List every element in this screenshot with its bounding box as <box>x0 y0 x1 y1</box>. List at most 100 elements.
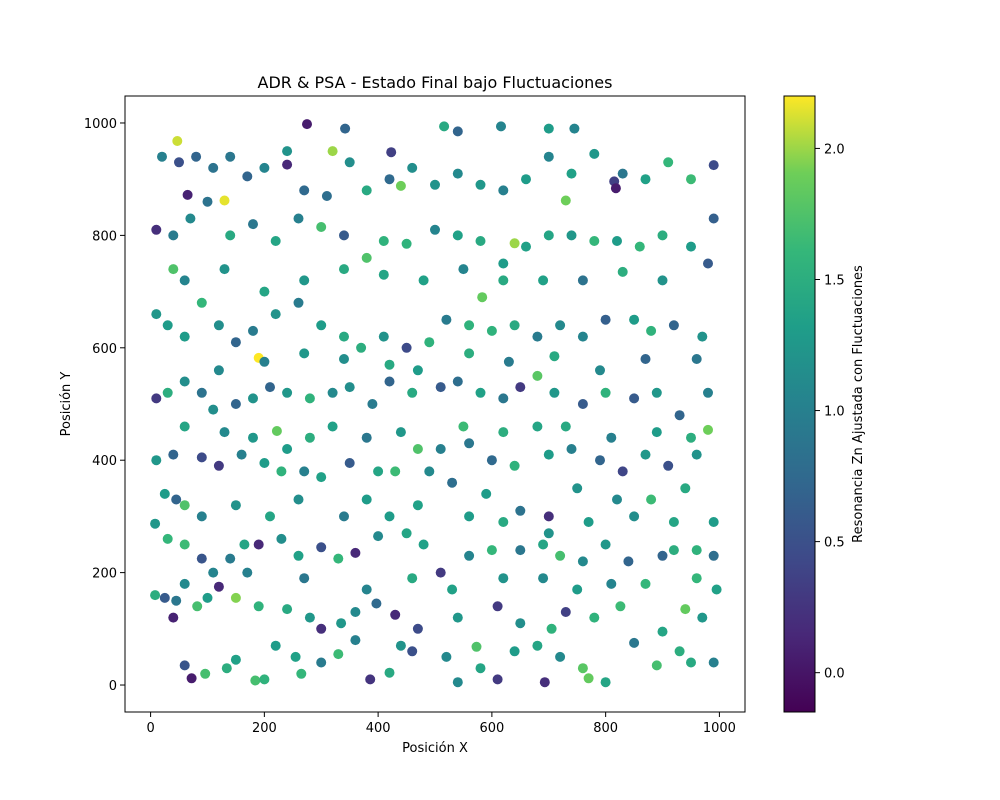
scatter-point-64 <box>452 612 463 623</box>
scatter-point-260 <box>549 351 560 362</box>
scatter-point-77 <box>171 494 182 505</box>
scatter-point-5 <box>509 238 520 249</box>
scatter-point-78 <box>179 500 190 511</box>
scatter-point-160 <box>151 309 162 320</box>
scatter-point-277 <box>703 258 713 269</box>
scatter-point-272 <box>498 275 509 286</box>
scatter-point-115 <box>299 466 310 477</box>
scatter-point-41 <box>213 581 224 592</box>
scatter-point-39 <box>708 657 719 668</box>
scatter-point-103 <box>640 578 651 589</box>
colorbar-tick-label: 1.5 <box>824 273 845 288</box>
scatter-point-173 <box>401 342 412 353</box>
scatter-point-116 <box>316 472 327 483</box>
scatter-point-110 <box>196 452 207 463</box>
scatter-point-25 <box>200 668 211 679</box>
scatter-point-83 <box>225 553 236 564</box>
scatter-point-206 <box>566 230 577 241</box>
scatter-point-235 <box>617 168 628 179</box>
scatter-point-279 <box>270 640 281 651</box>
scatter-point-141 <box>304 393 315 404</box>
scatter-point-281 <box>350 635 361 646</box>
scatter-point-179 <box>532 331 543 342</box>
scatter-point-52 <box>192 601 203 612</box>
scatter-point-88 <box>316 542 327 553</box>
scatter-point-223 <box>344 157 355 168</box>
scatter-point-319 <box>464 511 475 522</box>
scatter-point-85 <box>253 539 264 550</box>
scatter-point-273 <box>538 275 549 286</box>
scatter-point-316 <box>339 511 349 522</box>
x-tick-label: 1000 <box>703 721 736 736</box>
scatter-point-157 <box>651 387 662 398</box>
scatter-point-318 <box>412 500 423 511</box>
scatter-point-287 <box>674 646 685 657</box>
scatter-point-303 <box>304 432 315 443</box>
scatter-point-229 <box>475 179 486 190</box>
scatter-point-243 <box>424 466 435 477</box>
scatter-point-24 <box>186 673 197 684</box>
scatter-point-87 <box>293 550 304 561</box>
scatter-point-301 <box>219 427 230 438</box>
scatter-point-135 <box>196 387 207 398</box>
scatter-point-49 <box>159 592 170 603</box>
scatter-point-308 <box>532 421 543 432</box>
scatter-point-100 <box>577 556 588 567</box>
scatter-point-79 <box>162 533 173 544</box>
scatter-point-27 <box>250 675 261 686</box>
scatter-point-61 <box>371 598 382 609</box>
scatter-point-145 <box>384 376 395 387</box>
scatter-point-251 <box>680 483 691 494</box>
scatter-point-73 <box>697 612 708 623</box>
scatter-point-102 <box>623 556 634 567</box>
scatter-point-138 <box>248 393 258 404</box>
scatter-point-161 <box>162 320 173 331</box>
scatter-point-3 <box>327 146 338 157</box>
scatter-point-258 <box>464 348 475 359</box>
scatter-point-207 <box>589 236 600 246</box>
scatter-point-314 <box>230 500 241 511</box>
scatter-point-13 <box>302 119 312 130</box>
scatter-point-133 <box>162 387 173 398</box>
scatter-point-247 <box>543 511 554 522</box>
scatter-point-304 <box>361 432 372 443</box>
scatter-point-271 <box>458 264 469 275</box>
scatter-point-315 <box>265 511 275 522</box>
scatter-point-59 <box>336 618 347 629</box>
scatter-point-291 <box>361 584 372 595</box>
scatter-point-105 <box>668 545 679 556</box>
scatter-point-227 <box>430 179 440 190</box>
scatter-point-75 <box>150 518 161 529</box>
scatter-point-18 <box>452 126 463 137</box>
scatter-points <box>150 119 722 688</box>
scatter-point-274 <box>577 275 588 286</box>
scatter-point-139 <box>265 382 275 393</box>
scatter-point-30 <box>333 649 344 660</box>
scatter-point-175 <box>441 314 452 325</box>
scatter-point-81 <box>196 553 207 564</box>
scatter-point-159 <box>703 387 713 398</box>
x-tick-label: 600 <box>479 721 504 736</box>
scatter-point-300 <box>179 421 190 432</box>
scatter-point-165 <box>230 337 241 348</box>
scatter-point-128 <box>617 466 628 477</box>
scatter-point-127 <box>595 455 605 466</box>
scatter-point-149 <box>475 387 486 398</box>
scatter-point-63 <box>412 623 423 634</box>
scatter-point-217 <box>225 151 236 162</box>
scatter-point-288 <box>179 578 190 589</box>
scatter-point-80 <box>179 539 190 550</box>
x-tick-label: 800 <box>593 721 618 736</box>
scatter-point-220 <box>282 146 293 157</box>
scatter-point-311 <box>651 427 662 438</box>
scatter-point-317 <box>361 494 372 505</box>
scatter-point-104 <box>657 550 668 561</box>
scatter-point-98 <box>538 539 549 550</box>
scatter-point-246 <box>515 505 526 516</box>
scatter-point-221 <box>299 185 310 196</box>
scatter-point-249 <box>612 494 622 505</box>
scatter-point-306 <box>458 421 469 432</box>
scatter-point-302 <box>248 432 258 443</box>
scatter-point-264 <box>179 275 190 286</box>
